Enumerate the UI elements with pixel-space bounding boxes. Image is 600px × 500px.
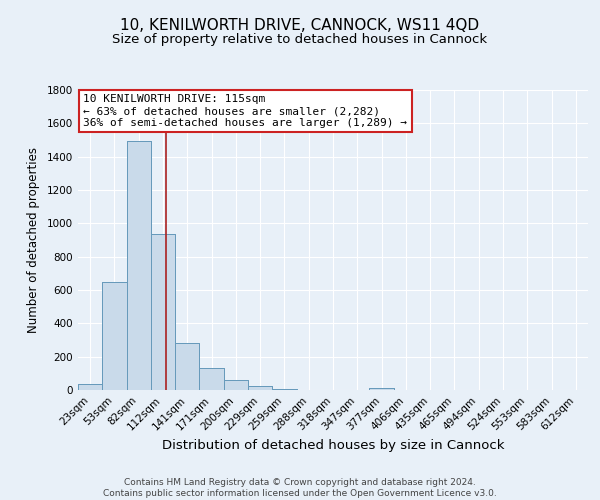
- Bar: [127, 140, 151, 390]
- Bar: [248, 386, 272, 390]
- Bar: [78, 384, 102, 390]
- Bar: [151, 234, 175, 390]
- X-axis label: Distribution of detached houses by size in Cannock: Distribution of detached houses by size …: [162, 438, 504, 452]
- Bar: [102, 282, 127, 390]
- Bar: [175, 343, 199, 390]
- Bar: [78, 384, 102, 390]
- Bar: [224, 380, 248, 390]
- Bar: [151, 234, 175, 390]
- Bar: [224, 380, 248, 390]
- Bar: [175, 343, 199, 390]
- Text: Contains HM Land Registry data © Crown copyright and database right 2024.
Contai: Contains HM Land Registry data © Crown c…: [103, 478, 497, 498]
- Text: 10 KENILWORTH DRIVE: 115sqm
← 63% of detached houses are smaller (2,282)
36% of : 10 KENILWORTH DRIVE: 115sqm ← 63% of det…: [83, 94, 407, 128]
- Text: 10, KENILWORTH DRIVE, CANNOCK, WS11 4QD: 10, KENILWORTH DRIVE, CANNOCK, WS11 4QD: [121, 18, 479, 32]
- Text: Size of property relative to detached houses in Cannock: Size of property relative to detached ho…: [112, 32, 488, 46]
- Bar: [199, 368, 224, 390]
- Bar: [272, 388, 296, 390]
- Bar: [370, 388, 394, 390]
- Bar: [102, 282, 127, 390]
- Bar: [248, 386, 272, 390]
- Bar: [370, 388, 394, 390]
- Bar: [199, 368, 224, 390]
- Y-axis label: Number of detached properties: Number of detached properties: [27, 147, 40, 333]
- Bar: [272, 388, 296, 390]
- Bar: [127, 140, 151, 390]
